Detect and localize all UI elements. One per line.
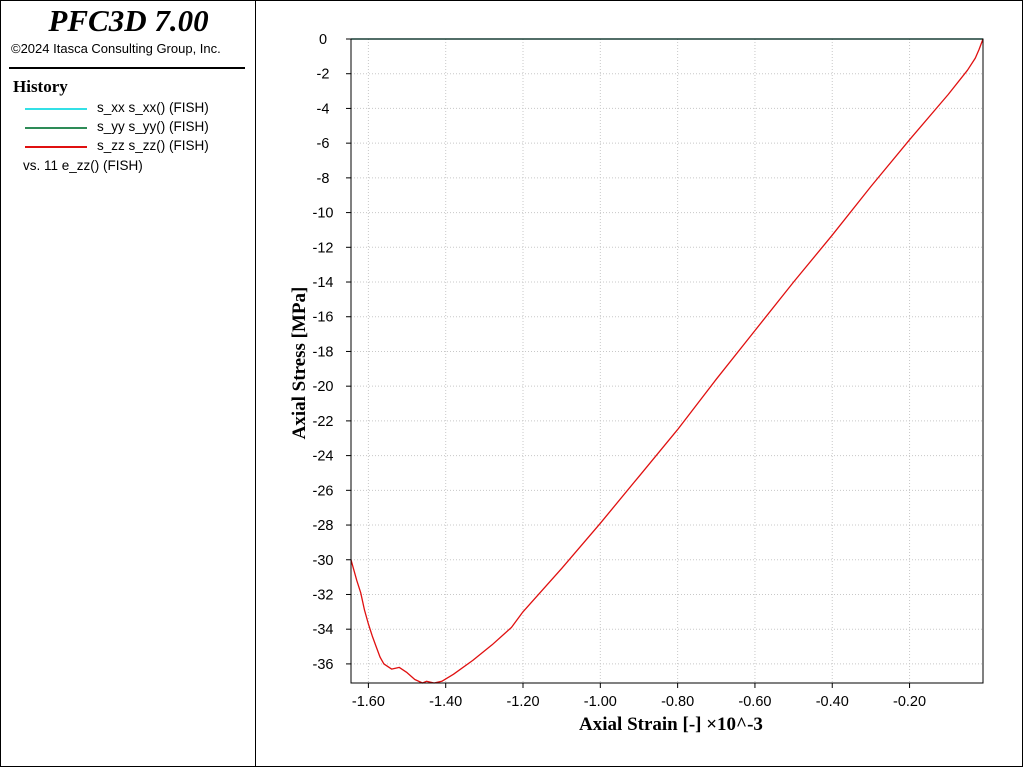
y-tick-label: -16	[313, 310, 334, 326]
y-tick-label: -24	[313, 449, 334, 465]
legend-entry-s-zz: s_zz s_zz() (FISH)	[25, 138, 255, 156]
y-tick-label: -14	[313, 275, 334, 291]
x-tick-label: -0.80	[661, 694, 694, 710]
y-tick-label: -4	[317, 101, 330, 117]
y-tick-label: -8	[317, 171, 330, 187]
series-line-s-zz	[350, 38, 984, 684]
y-tick-label: -6	[317, 136, 330, 152]
plot-area	[350, 38, 984, 684]
x-tick-label: -1.20	[506, 694, 539, 710]
legend-label-s-zz: s_zz s_zz() (FISH)	[97, 138, 209, 153]
y-tick-label: -12	[313, 240, 334, 256]
legend-panel: PFC3D 7.00 ©2024 Itasca Consulting Group…	[1, 1, 256, 766]
title-divider	[9, 67, 245, 69]
x-tick-label: -1.40	[429, 694, 462, 710]
legend-label-s-xx: s_xx s_xx() (FISH)	[97, 100, 209, 115]
y-tick-label: -30	[313, 553, 334, 569]
axis-ticks: -1.60 -1.40 -1.20 -1.00 -0.80 -0.60 -0.40 -0.20…	[313, 32, 927, 710]
y-tick-label: -26	[313, 483, 334, 499]
grid-lines	[351, 38, 983, 683]
y-tick-label: -18	[313, 344, 334, 360]
y-axis-title: Axial Stress [MPa]	[289, 287, 310, 440]
x-tick-label: -1.00	[584, 694, 617, 710]
x-tick-label: -0.60	[738, 694, 771, 710]
y-tick-label: 0	[319, 32, 327, 48]
legend-swatch-s-xx	[25, 108, 87, 110]
x-axis-title: Axial Strain [-] ×10^-3	[579, 714, 763, 735]
y-tick-label: -34	[313, 622, 334, 638]
y-tick-label: -20	[313, 379, 334, 395]
copyright-text: ©2024 Itasca Consulting Group, Inc.	[11, 41, 221, 56]
y-tick-label: -28	[313, 518, 334, 534]
legend-entry-s-xx: s_xx s_xx() (FISH)	[25, 100, 255, 118]
app-title: PFC3D 7.00	[48, 3, 209, 38]
x-tick-label: -0.40	[816, 694, 849, 710]
y-tick-label: -10	[313, 206, 334, 222]
y-tick-label: -22	[313, 414, 334, 430]
legend-swatch-s-yy	[25, 127, 87, 129]
legend-swatch-s-zz	[25, 146, 87, 148]
versus-label: vs. 11 e_zz() (FISH)	[23, 158, 143, 173]
x-tick-label: -0.20	[893, 694, 926, 710]
stress-strain-chart: -1.60 -1.40 -1.20 -1.00 -0.80 -0.60 -0.40 -0.20…	[289, 32, 984, 735]
y-tick-label: -32	[313, 587, 334, 603]
y-tick-label: -36	[313, 657, 334, 673]
legend-label-s-yy: s_yy s_yy() (FISH)	[97, 119, 209, 134]
history-heading: History	[13, 77, 68, 96]
x-tick-label: -1.60	[352, 694, 385, 710]
legend-entry-s-yy: s_yy s_yy() (FISH)	[25, 119, 255, 137]
y-tick-label: -2	[317, 67, 330, 83]
